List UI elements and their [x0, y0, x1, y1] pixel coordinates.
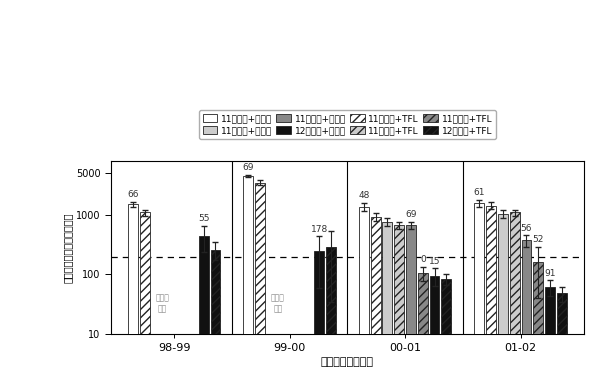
Bar [128, 204, 138, 390]
Bar [255, 183, 265, 390]
Bar [394, 225, 404, 390]
Text: 178: 178 [310, 225, 328, 234]
Text: 15: 15 [429, 257, 440, 266]
Bar [522, 240, 531, 390]
Bar [533, 262, 543, 390]
Bar [474, 203, 484, 390]
Text: 55: 55 [198, 214, 210, 223]
Bar [429, 275, 440, 390]
Legend: 11月上旬+無処理, 11月中旬+無処理, 11月下旬+無処理, 12月上旬+無処理, 11月上旬+TFL, 11月中旬+TFL, 11月下旬+TFL, 12月: 11月上旬+無処理, 11月中旬+無処理, 11月下旬+無処理, 12月上旬+無… [199, 110, 496, 138]
Text: 52: 52 [533, 236, 544, 245]
Bar [383, 222, 392, 390]
X-axis label: 試験年次（西暦）: 試験年次（西暦） [321, 357, 374, 367]
Bar [359, 207, 369, 390]
Bar [314, 251, 324, 390]
Bar [441, 279, 451, 390]
Text: 91: 91 [544, 269, 556, 278]
Text: 試験区
無し: 試験区 無し [156, 294, 170, 314]
Bar [557, 293, 567, 390]
Bar [326, 247, 336, 390]
Bar [371, 216, 380, 390]
Bar [498, 214, 508, 390]
Bar [140, 213, 150, 390]
Bar [199, 236, 208, 390]
Bar [418, 273, 428, 390]
Bar [486, 206, 496, 390]
Text: 48: 48 [358, 191, 370, 200]
Text: 試験区
無し: 試験区 無し [271, 294, 285, 314]
Text: 66: 66 [127, 190, 139, 199]
Bar [510, 213, 519, 390]
Bar [406, 225, 416, 390]
Bar [545, 287, 555, 390]
Text: 69: 69 [406, 211, 417, 220]
Text: 61: 61 [473, 188, 485, 197]
Bar [211, 250, 220, 390]
Text: 56: 56 [521, 223, 532, 232]
Text: 69: 69 [243, 163, 254, 172]
Bar [243, 176, 253, 390]
Y-axis label: カラスムギ種子生産量／㎡: カラスムギ種子生産量／㎡ [63, 212, 73, 283]
Text: 0: 0 [420, 255, 426, 264]
